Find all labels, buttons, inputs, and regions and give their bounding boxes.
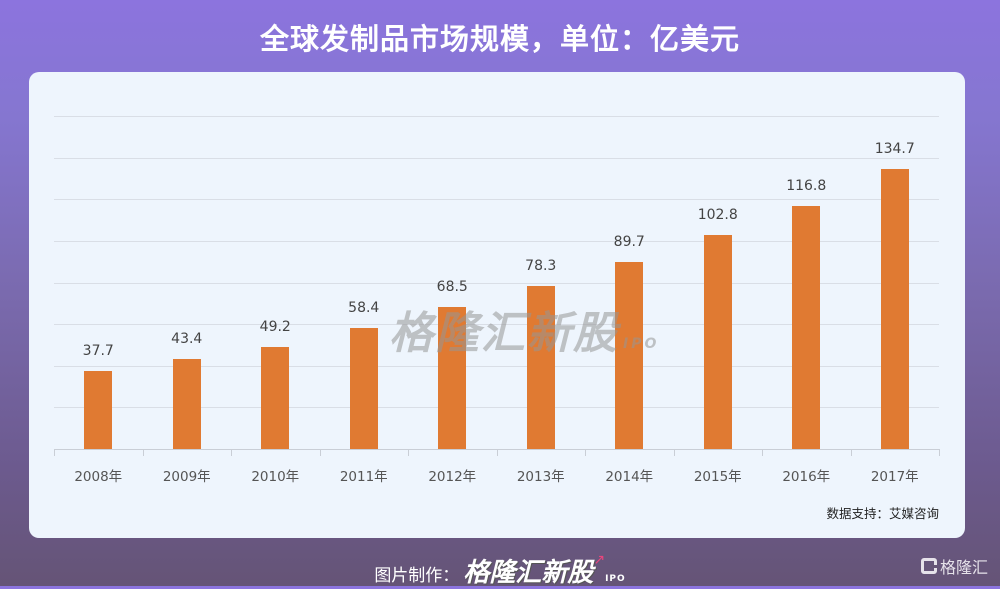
bar (526, 286, 555, 449)
bar (792, 206, 821, 449)
brand-logo: 格隆汇 (920, 554, 988, 578)
x-axis-tick (762, 449, 763, 456)
x-axis-label: 2009年 (162, 469, 211, 485)
data-source: 数据支持：艾媒咨询 (826, 506, 939, 521)
trend-arrow-icon: ↗ (593, 552, 606, 568)
x-axis-label: 2011年 (339, 469, 388, 485)
x-axis-tick (496, 449, 498, 456)
x-axis-tick (54, 449, 55, 456)
footer-credit: 图片制作： 格隆汇新股↗ IPO (0, 552, 1000, 589)
bar (880, 168, 909, 449)
x-axis-label: 2013年 (516, 469, 565, 485)
bar-value-label: 43.4 (171, 330, 203, 347)
bar-value-label: 116.8 (786, 178, 827, 195)
x-axis-label: 2008年 (74, 469, 123, 485)
logo-text: 格隆汇 (939, 558, 988, 577)
bar-value-label: 89.7 (613, 234, 645, 251)
x-axis-tick (142, 449, 144, 456)
bar (438, 306, 467, 449)
gridline (54, 365, 939, 367)
bar (615, 262, 644, 449)
bar-value-label: 102.8 (697, 207, 738, 224)
watermark-ipo: IPO (623, 336, 660, 352)
chart-card: 37.7 2008年 43.4 2009年 49.2 2010年 58.4 2011年 68.5… (29, 72, 965, 538)
watermark-text: 格隆汇新股 (389, 308, 619, 359)
bar-value-label: 37.7 (82, 342, 114, 359)
gridline (54, 324, 939, 326)
x-axis-tick (319, 449, 321, 456)
x-axis-label: 2014年 (605, 469, 654, 485)
plot-area: 37.7 2008年 43.4 2009年 49.2 2010年 58.4 2011年 68.5… (54, 72, 940, 485)
x-axis-label: 2015年 (693, 469, 742, 485)
gridline (54, 282, 939, 284)
gridline (54, 407, 939, 409)
watermark: 格隆汇新股 IPO (389, 297, 659, 361)
x-axis-label: 2016年 (782, 469, 831, 485)
bar (261, 346, 290, 449)
x-axis-label: 2017年 (870, 469, 919, 485)
x-axis-tick (850, 449, 852, 456)
footer-prefix: 图片制作： (374, 566, 460, 586)
bar-value-label: 68.5 (436, 278, 468, 295)
x-axis-label: 2012年 (428, 469, 477, 485)
x-axis-label: 2010年 (251, 469, 300, 485)
gridline (54, 116, 939, 118)
bar (84, 370, 113, 449)
bar (172, 358, 201, 449)
chart-title: 全球发制品市场规模，单位：亿美元 (259, 22, 740, 56)
bar-value-label: 49.2 (259, 318, 291, 335)
gridline (54, 199, 939, 201)
x-axis-tick (408, 449, 409, 456)
bar-value-label: 78.3 (525, 258, 557, 275)
gridline (54, 157, 939, 159)
footer-ipo: IPO (605, 574, 626, 584)
bar-value-label: 58.4 (348, 299, 380, 316)
bar (703, 235, 732, 449)
footer-brand: 格隆汇新股 (463, 558, 594, 588)
bar-value-label: 134.7 (874, 140, 915, 157)
x-axis-tick (585, 449, 586, 456)
x-axis-tick (231, 449, 232, 456)
x-axis-tick (939, 449, 940, 456)
bar (349, 327, 378, 449)
gridline (54, 241, 939, 242)
x-axis-tick (673, 449, 675, 456)
g-logo-icon (920, 558, 937, 574)
